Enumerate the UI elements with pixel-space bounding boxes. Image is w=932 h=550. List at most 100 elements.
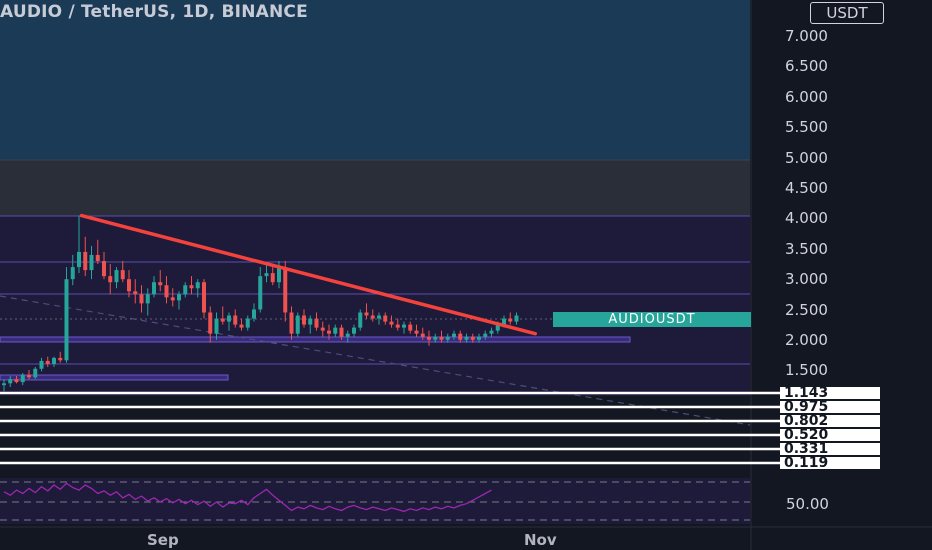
lower-zone bbox=[0, 216, 750, 396]
y-tick: 6.500 bbox=[785, 57, 828, 75]
candle-up bbox=[502, 318, 506, 325]
candle-down bbox=[27, 374, 31, 378]
candle-up bbox=[277, 267, 281, 283]
candle-up bbox=[402, 324, 406, 328]
candle-down bbox=[314, 318, 319, 328]
candle-down bbox=[439, 336, 444, 340]
candle-up bbox=[295, 315, 300, 334]
candle-up bbox=[433, 336, 438, 340]
candle-up bbox=[227, 315, 231, 322]
candle-down bbox=[427, 336, 431, 340]
candle-up bbox=[152, 282, 156, 295]
range-box bbox=[0, 374, 229, 381]
candle-up bbox=[333, 327, 338, 334]
candle-up bbox=[308, 318, 313, 325]
level-label: 1.143 bbox=[780, 386, 880, 400]
candle-up bbox=[89, 254, 94, 271]
candle-down bbox=[370, 315, 375, 319]
candle-up bbox=[445, 336, 450, 340]
candle-down bbox=[220, 318, 225, 322]
trendline[interactable] bbox=[79, 213, 537, 336]
rsi-line bbox=[3, 482, 492, 513]
candle-down bbox=[102, 261, 106, 277]
candle-up bbox=[483, 333, 488, 337]
y-tick: 4.500 bbox=[785, 179, 828, 197]
candle-down bbox=[189, 285, 194, 289]
candle-up bbox=[20, 374, 25, 383]
candle-down bbox=[158, 282, 163, 286]
level-label: 0.520 bbox=[780, 428, 880, 442]
y-tick: 3.500 bbox=[785, 240, 828, 258]
y-tick: 1.500 bbox=[785, 361, 828, 379]
unit-badge[interactable]: USDT bbox=[810, 2, 884, 24]
candle-down bbox=[164, 285, 169, 298]
candle-down bbox=[45, 360, 50, 364]
level-label: 0.802 bbox=[780, 414, 880, 428]
candle-down bbox=[289, 312, 294, 334]
candles bbox=[2, 215, 519, 392]
y-tick: 4.000 bbox=[785, 209, 828, 227]
candle-down bbox=[270, 273, 275, 283]
candle-down bbox=[83, 251, 88, 271]
candle-down bbox=[133, 291, 138, 295]
candle-up bbox=[64, 279, 69, 361]
candle-up bbox=[264, 273, 269, 277]
candle-down bbox=[127, 279, 131, 292]
candle-up bbox=[358, 312, 363, 328]
y-tick: 5.000 bbox=[785, 149, 828, 167]
candle-down bbox=[302, 315, 306, 325]
candle-down bbox=[383, 315, 388, 322]
upper-zone bbox=[0, 0, 750, 160]
y-tick: 2.500 bbox=[785, 301, 828, 319]
y-tick: 6.000 bbox=[785, 88, 828, 106]
y-tick: 7.000 bbox=[785, 27, 828, 45]
symbol-price-label: AUDIOUSDT bbox=[553, 312, 751, 327]
candle-down bbox=[327, 330, 331, 334]
candle-up bbox=[489, 330, 494, 334]
candle-up bbox=[70, 267, 75, 280]
y-tick: 3.000 bbox=[785, 270, 828, 288]
candle-down bbox=[389, 321, 394, 325]
candle-down bbox=[414, 330, 419, 334]
candle-down bbox=[120, 270, 125, 280]
candle-down bbox=[233, 315, 238, 325]
x-tick-sep: Sep bbox=[147, 531, 179, 549]
rsi-axis-label: 50.00 bbox=[786, 495, 829, 513]
candle-up bbox=[52, 357, 56, 364]
candle-up bbox=[495, 324, 500, 331]
candle-up bbox=[252, 309, 256, 319]
mid-zone bbox=[0, 160, 750, 216]
candle-down bbox=[408, 324, 413, 331]
candle-up bbox=[477, 336, 481, 340]
candle-down bbox=[95, 254, 100, 262]
candle-up bbox=[352, 327, 356, 334]
candle-down bbox=[14, 379, 19, 383]
chart-title: AUDIO / TetherUS, 1D, BINANCE bbox=[0, 2, 308, 22]
level-label: 0.331 bbox=[780, 442, 880, 456]
candle-up bbox=[145, 294, 150, 304]
candle-down bbox=[470, 336, 475, 340]
candle-down bbox=[508, 318, 513, 322]
candle-down bbox=[283, 267, 288, 313]
candle-up bbox=[258, 276, 263, 310]
range-box bbox=[0, 336, 631, 343]
candle-up bbox=[195, 282, 200, 289]
rsi-pane bbox=[0, 478, 750, 524]
candle-up bbox=[8, 379, 13, 384]
candle-down bbox=[339, 327, 344, 337]
candle-down bbox=[202, 282, 206, 313]
candle-up bbox=[214, 318, 219, 334]
candle-up bbox=[177, 294, 181, 301]
candle-down bbox=[420, 333, 425, 337]
x-tick-nov: Nov bbox=[524, 531, 557, 549]
level-lines bbox=[0, 391, 780, 465]
channel-line bbox=[0, 295, 751, 426]
candle-up bbox=[2, 383, 6, 386]
candle-up bbox=[114, 270, 119, 283]
candle-up bbox=[377, 315, 381, 319]
candle-up bbox=[345, 333, 350, 337]
candle-up bbox=[183, 285, 188, 295]
candle-up bbox=[514, 315, 519, 322]
candle-up bbox=[39, 360, 44, 369]
